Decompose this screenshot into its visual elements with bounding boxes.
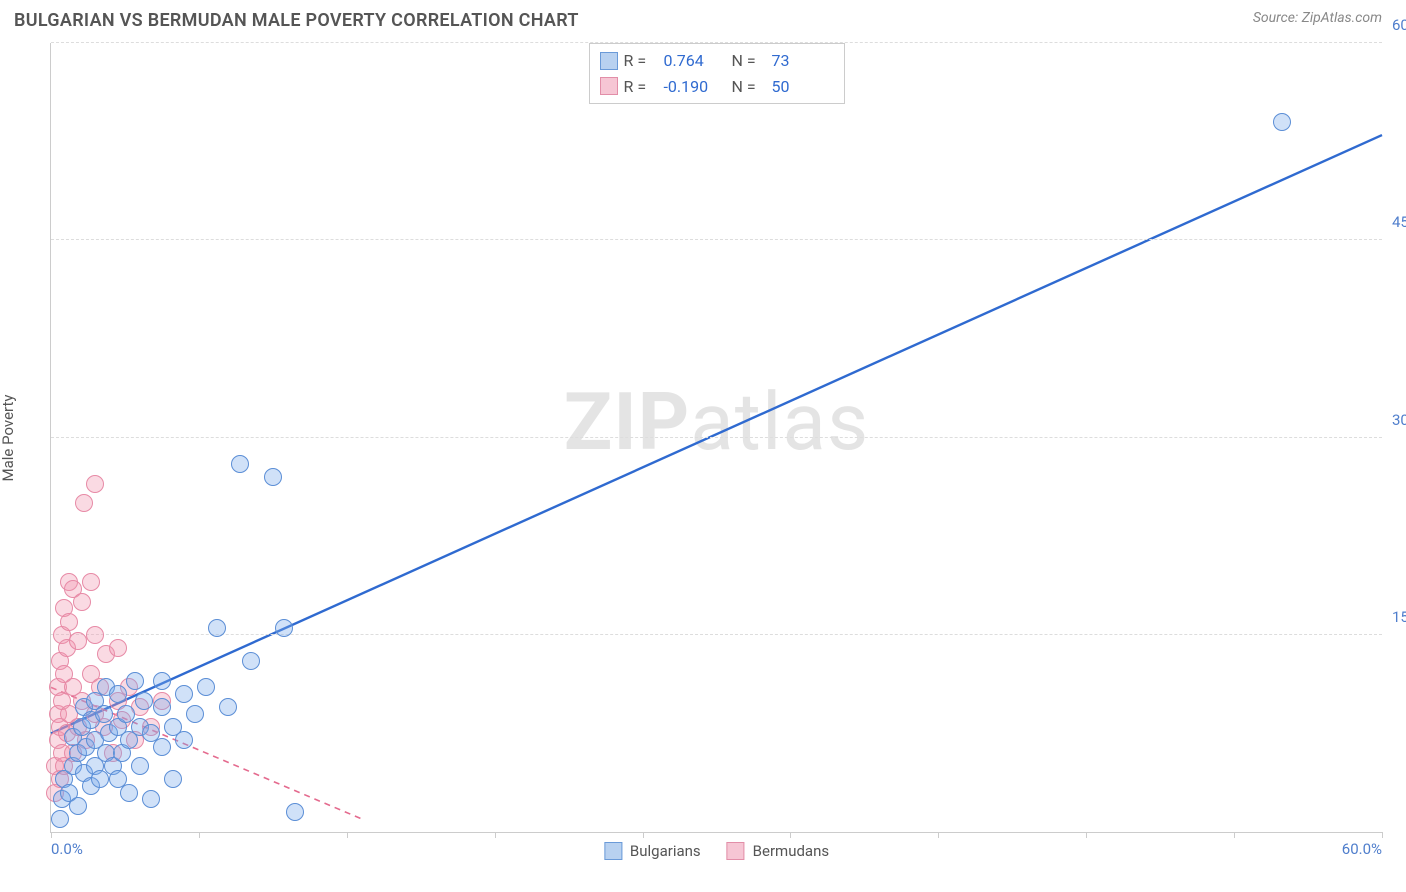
series-name-pink: Bermudans	[753, 842, 829, 860]
chart-title: BULGARIAN VS BERMUDAN MALE POVERTY CORRE…	[14, 10, 579, 31]
data-point-blue	[131, 757, 149, 775]
x-tick-label: 0.0%	[51, 840, 83, 858]
source-credit: Source: ZipAtlas.com	[1253, 10, 1382, 26]
y-tick-label: 45.0%	[1392, 213, 1406, 231]
data-point-pink	[86, 475, 104, 493]
legend-item-blue: Bulgarians	[604, 842, 701, 860]
trend-lines	[51, 43, 1382, 832]
x-tick	[51, 832, 52, 838]
data-point-blue	[1273, 113, 1291, 131]
data-point-blue	[208, 619, 226, 637]
data-point-pink	[73, 593, 91, 611]
data-point-pink	[82, 573, 100, 591]
data-point-blue	[135, 692, 153, 710]
data-point-blue	[120, 784, 138, 802]
scatter-plot: ZIPatlas R = 0.764 N = 73 R = -0.190 N =…	[50, 43, 1382, 833]
data-point-blue	[153, 698, 171, 716]
x-tick	[1086, 832, 1087, 838]
x-tick	[1382, 832, 1383, 838]
x-tick	[643, 832, 644, 838]
data-point-blue	[242, 652, 260, 670]
swatch-pink-icon	[600, 77, 618, 95]
x-tick	[938, 832, 939, 838]
x-tick	[1234, 832, 1235, 838]
data-point-pink	[109, 639, 127, 657]
data-point-blue	[153, 738, 171, 756]
y-tick-label: 60.0%	[1392, 16, 1406, 34]
gridline	[51, 634, 1382, 635]
correlation-legend: R = 0.764 N = 73 R = -0.190 N = 50	[589, 43, 845, 104]
r-label: R =	[624, 48, 658, 74]
n-label: N =	[732, 48, 766, 74]
y-tick-label: 30.0%	[1392, 411, 1406, 429]
data-point-pink	[86, 626, 104, 644]
series-name-blue: Bulgarians	[630, 842, 701, 860]
x-tick	[199, 832, 200, 838]
chart-container: Male Poverty ZIPatlas R = 0.764 N = 73 R…	[14, 43, 1382, 833]
swatch-blue-icon	[600, 52, 618, 70]
data-point-blue	[175, 731, 193, 749]
x-tick	[347, 832, 348, 838]
gridline	[51, 239, 1382, 240]
gridline	[51, 437, 1382, 438]
n-label: N =	[732, 74, 766, 100]
y-axis-label: Male Poverty	[0, 395, 17, 482]
x-tick-label: 60.0%	[1342, 840, 1382, 858]
data-point-blue	[197, 678, 215, 696]
r-value-pink: -0.190	[664, 74, 726, 100]
data-point-blue	[164, 770, 182, 788]
y-tick-label: 15.0%	[1392, 608, 1406, 626]
data-point-blue	[126, 672, 144, 690]
data-point-blue	[69, 797, 87, 815]
data-point-pink	[69, 632, 87, 650]
n-value-pink: 50	[772, 74, 834, 100]
n-value-blue: 73	[772, 48, 834, 74]
legend-row-blue: R = 0.764 N = 73	[600, 48, 834, 74]
data-point-blue	[175, 685, 193, 703]
x-tick	[495, 832, 496, 838]
data-point-blue	[109, 685, 127, 703]
legend-row-pink: R = -0.190 N = 50	[600, 74, 834, 100]
data-point-blue	[264, 468, 282, 486]
swatch-pink-icon	[727, 842, 745, 860]
data-point-blue	[286, 803, 304, 821]
trend-line-blue	[51, 135, 1382, 733]
series-legend: Bulgarians Bermudans	[604, 842, 829, 860]
r-label: R =	[624, 74, 658, 100]
data-point-blue	[142, 790, 160, 808]
data-point-pink	[60, 613, 78, 631]
data-point-blue	[275, 619, 293, 637]
data-point-pink	[75, 494, 93, 512]
data-point-blue	[186, 705, 204, 723]
data-point-blue	[91, 770, 109, 788]
data-point-blue	[153, 672, 171, 690]
data-point-blue	[51, 810, 69, 828]
swatch-blue-icon	[604, 842, 622, 860]
data-point-blue	[231, 455, 249, 473]
legend-item-pink: Bermudans	[727, 842, 829, 860]
data-point-blue	[219, 698, 237, 716]
r-value-blue: 0.764	[664, 48, 726, 74]
x-tick	[790, 832, 791, 838]
